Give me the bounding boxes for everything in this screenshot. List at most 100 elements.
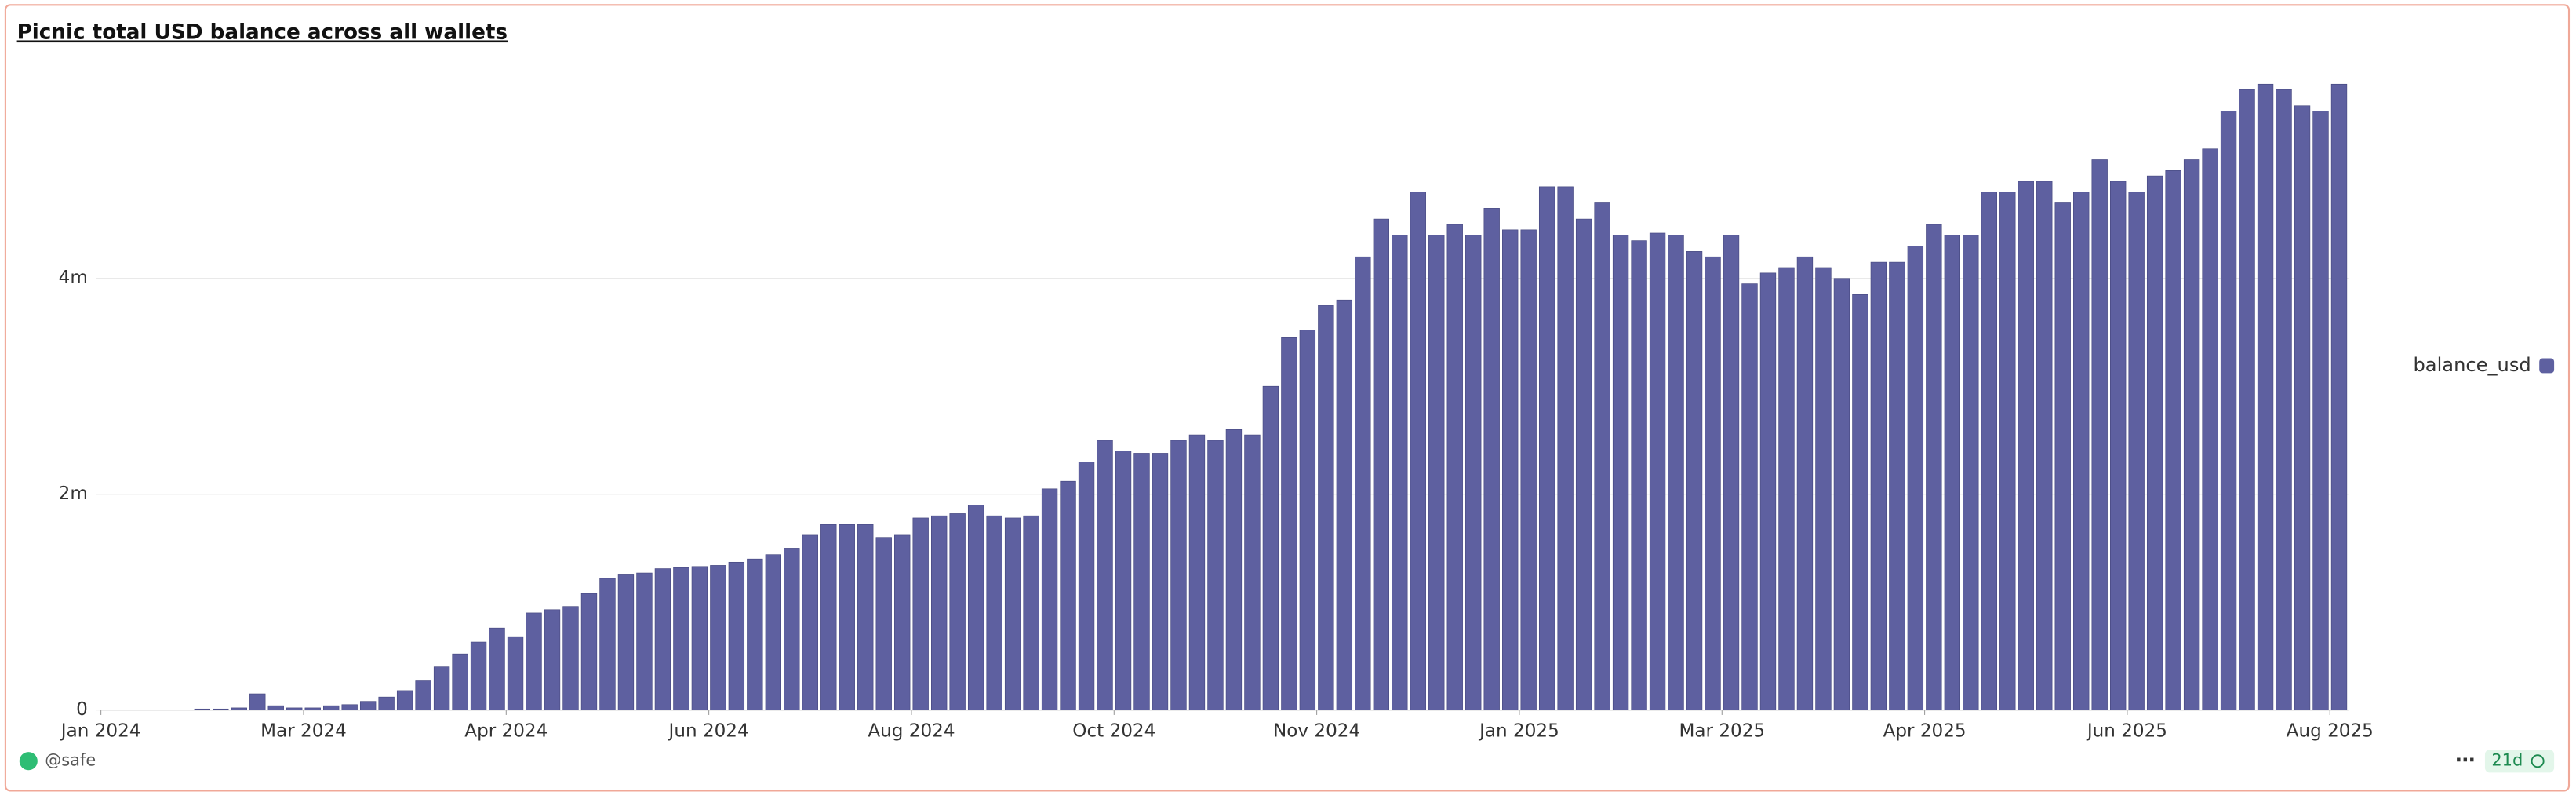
y-tick-label: 4m <box>59 268 88 288</box>
bar <box>1668 235 1684 710</box>
bar <box>2220 111 2237 710</box>
bar <box>1152 453 1169 710</box>
bar <box>1649 232 1666 710</box>
y-tick-label: 0 <box>76 699 88 720</box>
bar <box>2257 83 2274 710</box>
legend-label: balance_usd <box>2414 354 2531 376</box>
bar <box>1594 202 1610 710</box>
bar <box>415 680 431 710</box>
bar <box>1612 235 1629 710</box>
bar <box>710 565 726 710</box>
bar <box>1373 218 1389 710</box>
bar <box>249 693 266 710</box>
fresh-icon <box>2531 754 2545 768</box>
bar <box>949 513 966 710</box>
x-tick-label: Apr 2025 <box>1883 721 1967 741</box>
bar <box>894 534 911 710</box>
bar <box>986 515 1002 710</box>
bar <box>1833 278 1850 710</box>
bar <box>802 534 818 710</box>
bar <box>1188 434 1206 710</box>
age: 21d <box>2491 751 2523 770</box>
bar <box>1097 440 1113 710</box>
bar <box>1078 462 1095 710</box>
bar <box>2312 111 2329 710</box>
author-avatar <box>19 752 38 771</box>
bar <box>691 566 708 710</box>
menu-button[interactable]: ⋯ <box>2455 749 2475 772</box>
bar <box>359 701 377 710</box>
bar <box>765 554 782 710</box>
bar <box>839 524 855 710</box>
bar <box>1004 517 1021 710</box>
bar <box>1281 337 1297 710</box>
bar <box>1963 235 1979 710</box>
bar <box>1705 256 1721 710</box>
author[interactable]: @safe <box>45 751 96 770</box>
bar <box>2202 148 2218 710</box>
bar <box>1225 429 1243 710</box>
bar <box>1483 208 1500 710</box>
bar <box>747 558 763 710</box>
bar <box>2110 181 2127 710</box>
bar <box>470 641 487 710</box>
bar <box>2091 159 2108 710</box>
bar <box>1428 235 1445 710</box>
bar <box>654 568 671 710</box>
bar <box>433 666 450 710</box>
bar <box>396 690 413 710</box>
bar <box>1410 192 1426 710</box>
bar <box>1796 256 1814 710</box>
bar <box>1318 305 1334 710</box>
x-tick-label: Aug 2024 <box>868 721 955 741</box>
x-tick-label: Mar 2024 <box>260 721 347 741</box>
bar <box>2036 181 2053 710</box>
bar <box>1889 261 1905 710</box>
bar <box>1778 267 1795 710</box>
bar <box>912 517 929 710</box>
bar <box>1115 451 1132 710</box>
chart-title[interactable]: Picnic total USD balance across all wall… <box>17 20 508 44</box>
bar <box>1023 515 1039 710</box>
bar <box>1446 224 1463 710</box>
bar <box>2054 202 2071 710</box>
x-tick-label: Jan 2024 <box>60 721 141 741</box>
bar <box>1336 299 1353 710</box>
bar <box>341 704 358 710</box>
bar <box>599 578 616 710</box>
bar <box>1133 453 1150 710</box>
bar <box>1870 261 1887 710</box>
bar <box>507 636 524 710</box>
bar <box>1944 235 1961 710</box>
bar <box>1631 240 1647 710</box>
x-tick-label: Jun 2024 <box>668 721 749 741</box>
bar <box>1852 294 1868 710</box>
bar <box>378 696 395 710</box>
bar <box>2073 192 2090 710</box>
bar <box>1244 434 1261 710</box>
bar <box>1392 235 1408 710</box>
legend-swatch <box>2539 358 2555 374</box>
bar <box>857 524 874 710</box>
bar <box>2276 89 2292 710</box>
bar <box>784 548 800 710</box>
bar <box>267 705 284 710</box>
bar <box>1575 218 1592 710</box>
x-tick-label: Jan 2025 <box>1478 721 1559 741</box>
bar <box>580 593 598 710</box>
x-tick-label: Jun 2025 <box>2086 721 2167 741</box>
x-tick-label: Aug 2025 <box>2287 721 2374 741</box>
x-tick-label: Nov 2024 <box>1273 721 1360 741</box>
bar <box>1759 272 1777 710</box>
bar <box>1686 251 1703 710</box>
bar <box>636 572 653 710</box>
bar <box>1926 224 1942 710</box>
bar <box>1170 440 1187 710</box>
bar <box>1299 330 1316 710</box>
bar <box>1538 186 1555 710</box>
y-tick-label: 2m <box>59 483 88 504</box>
bar <box>931 515 948 710</box>
bar <box>1041 488 1058 710</box>
